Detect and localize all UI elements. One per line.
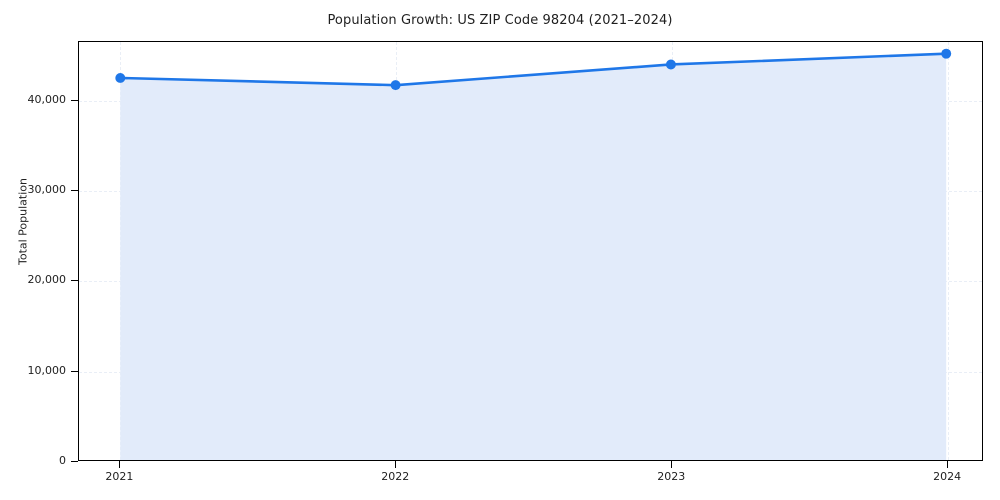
- gridline-x-3: [948, 42, 950, 460]
- x-tick-mark-0: [119, 461, 121, 468]
- y-tick-label-4: 40,000: [27, 92, 67, 106]
- series-line: [118, 52, 948, 87]
- y-tick-label-0: 0: [59, 454, 66, 467]
- plot-area: [78, 41, 983, 461]
- data-point-2021: [115, 72, 126, 83]
- chart-title: Population Growth: US ZIP Code 98204 (20…: [327, 13, 673, 28]
- y-tick-mark-4: [71, 99, 78, 101]
- x-tick-mark-3: [947, 461, 949, 468]
- x-tick-label-1: 2022: [381, 470, 410, 483]
- x-tick-mark-1: [395, 461, 397, 468]
- y-axis-title: Total Population: [16, 178, 30, 265]
- x-tick-label-2: 2023: [657, 470, 686, 483]
- series-population: [115, 48, 952, 460]
- y-tick-label-1: 10,000: [27, 363, 67, 377]
- data-point-2023: [665, 59, 676, 70]
- y-tick-label-3: 30,000: [27, 183, 67, 197]
- data-point-2024: [941, 48, 952, 59]
- series-area-fill: [120, 53, 947, 460]
- y-tick-mark-1: [71, 370, 78, 372]
- y-tick-mark-2: [71, 280, 78, 282]
- y-tick-mark-0: [71, 461, 78, 462]
- data-point-2022: [390, 80, 401, 91]
- y-tick-mark-3: [71, 190, 78, 192]
- y-tick-label-2: 20,000: [27, 273, 67, 287]
- x-tick-label-3: 2024: [933, 470, 962, 483]
- x-tick-label-0: 2021: [105, 470, 134, 483]
- x-tick-mark-2: [671, 461, 673, 468]
